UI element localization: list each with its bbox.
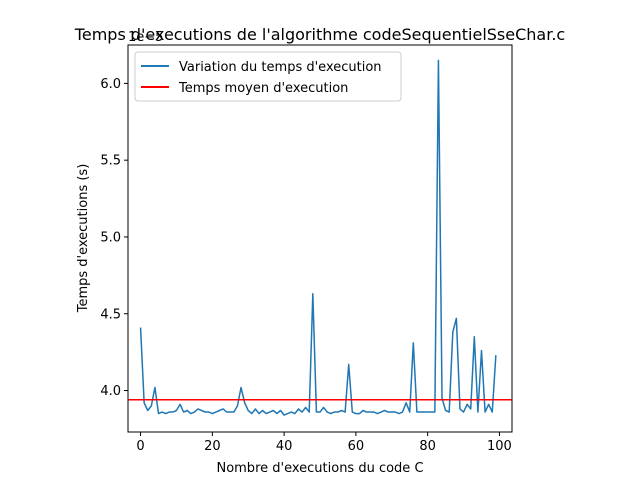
x-tick-label: 20 bbox=[204, 439, 221, 454]
y-axis-label: Temps d'executions (s) bbox=[76, 164, 91, 314]
x-tick-label: 0 bbox=[136, 439, 144, 454]
x-tick-label: 80 bbox=[419, 439, 436, 454]
y-axis-ticks: 4.0 4.5 5.0 5.5 6.0 bbox=[100, 77, 128, 399]
y-tick-label: 4.0 bbox=[100, 384, 121, 399]
y-tick-label: 5.0 bbox=[100, 230, 121, 245]
legend: Variation du temps d'execution Temps moy… bbox=[134, 51, 402, 102]
y-tick-label: 4.5 bbox=[100, 307, 121, 322]
y-tick-label: 6.0 bbox=[100, 77, 121, 92]
axes-frame bbox=[127, 44, 513, 433]
axes bbox=[127, 44, 513, 433]
legend-label-mean: Temps moyen d'execution bbox=[178, 81, 348, 96]
x-tick-label: 60 bbox=[348, 439, 365, 454]
y-axis-offset-label: 1e−5 bbox=[128, 30, 163, 45]
x-tick-label: 40 bbox=[276, 439, 293, 454]
series-line-variation bbox=[139, 59, 497, 416]
legend-box bbox=[134, 51, 402, 102]
x-axis-label: Nombre d'executions du code C bbox=[216, 461, 423, 476]
x-tick-label: 100 bbox=[487, 439, 512, 454]
chart-title: Temps d'executions de l'algorithme codeS… bbox=[74, 25, 565, 44]
legend-label-variation: Variation du temps d'execution bbox=[179, 60, 382, 75]
y-tick-label: 5.5 bbox=[100, 154, 121, 169]
plot-area bbox=[128, 59, 512, 416]
x-axis-ticks: 0 20 40 60 80 100 bbox=[136, 432, 512, 454]
